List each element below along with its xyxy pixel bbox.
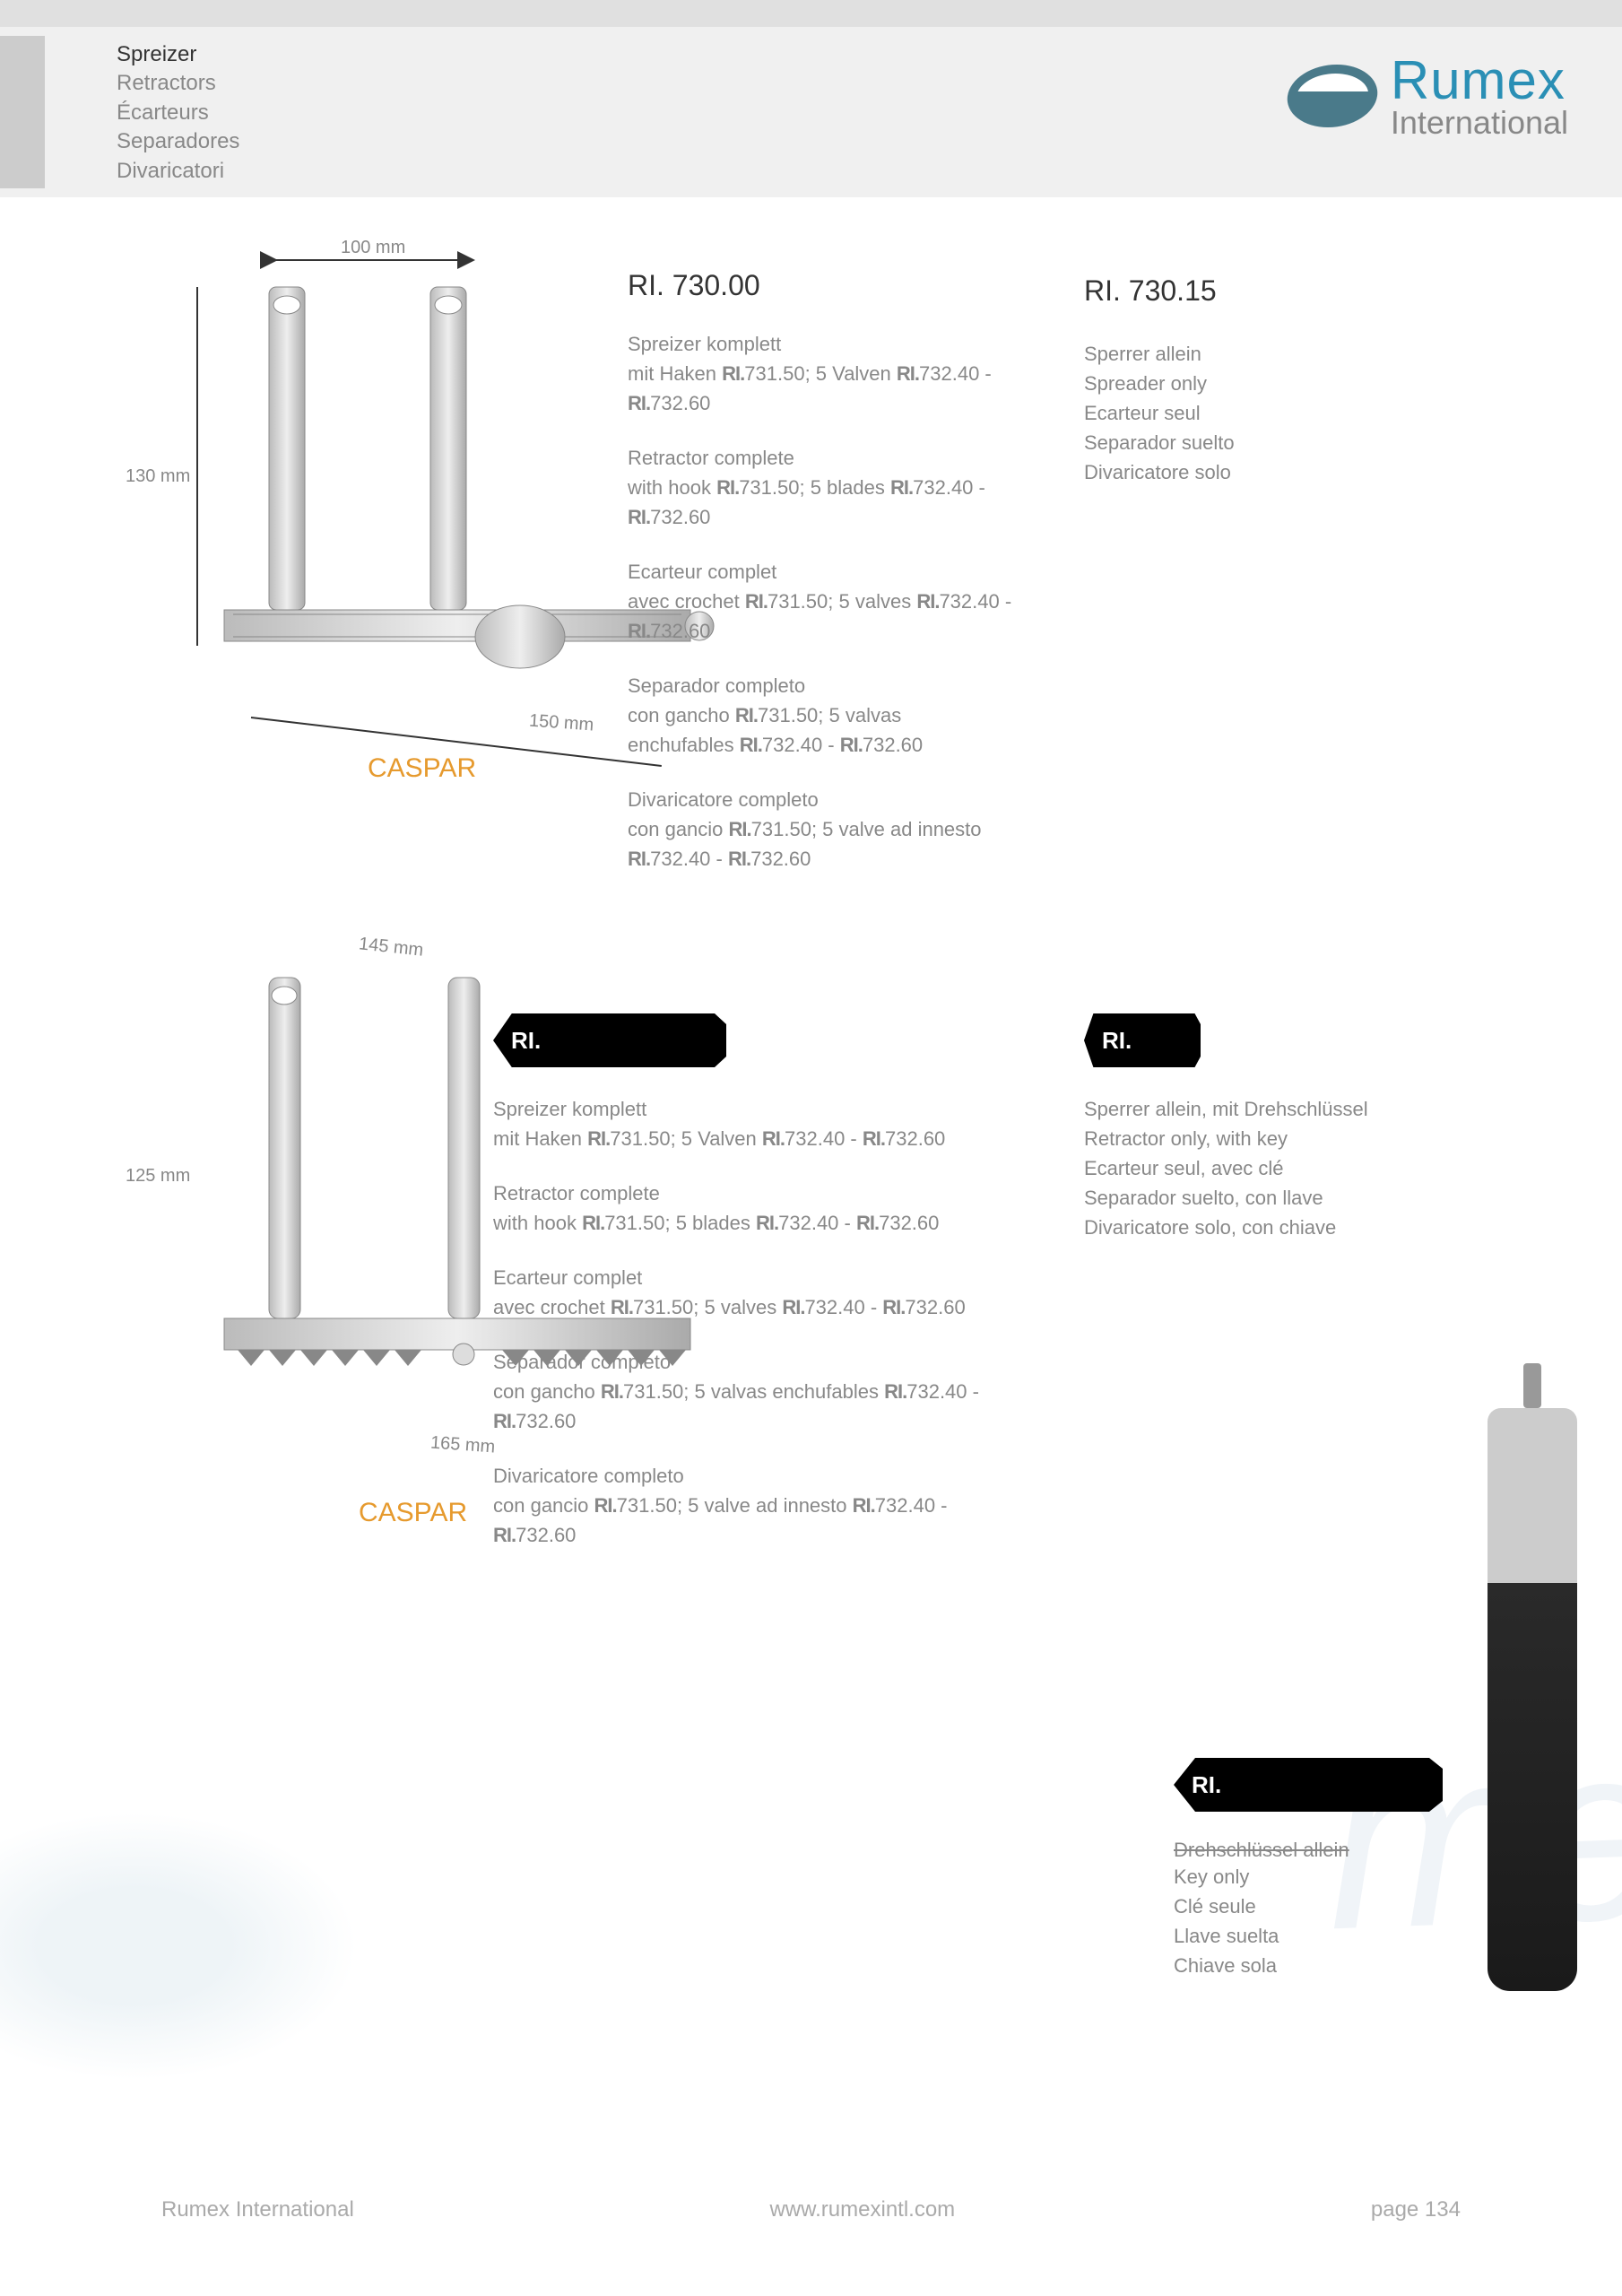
dim-top-1: 100 mm [341, 238, 405, 258]
right-line: Divaricatore solo [1084, 457, 1532, 487]
right-line-2: Separador suelto, con llave [1084, 1183, 1532, 1213]
page-footer: Rumex International www.rumexintl.com pa… [0, 2170, 1622, 2249]
key-section: RI. Drehschlüssel allein Key only Clé se… [1174, 1758, 1443, 1980]
desc-es-2: Separador completo con gancho RI.731.50;… [493, 1347, 1012, 1436]
screwdriver-image [1488, 1408, 1577, 1991]
logo-sub-text: International [1391, 104, 1568, 142]
dim-left-1: 130 mm [126, 466, 190, 487]
key-line: Llave suelta [1174, 1921, 1443, 1951]
right-line: Sperrer allein [1084, 339, 1532, 369]
logo-icon [1283, 65, 1382, 127]
category-item: Divaricatori [117, 157, 239, 186]
product-1: 100 mm 130 mm 150 mm CASPAR RI. 730.00 S… [90, 269, 1532, 852]
logo-main-text: Rumex [1391, 49, 1568, 111]
right-line-2: Retractor only, with key [1084, 1124, 1532, 1153]
desc-fr: Ecarteur complet avec crochet RI.731.50;… [628, 557, 1012, 646]
product-1-right: RI. 730.15 Sperrer allein Spreader only … [1084, 269, 1532, 899]
right-line-2: Sperrer allein, mit Drehschlüssel [1084, 1094, 1532, 1124]
right-line: Ecarteur seul [1084, 398, 1532, 428]
category-item: Écarteurs [117, 99, 239, 127]
dim-bottom-1: 150 mm [528, 711, 594, 736]
page-content: me [0, 197, 1622, 2170]
desc-es: Separador completo con gancho RI.731.50;… [628, 671, 1012, 760]
product-code-1-right: RI. 730.15 [1084, 269, 1532, 312]
product-1-descriptions: RI. 730.00 Spreizer komplett mit Haken R… [628, 269, 1012, 899]
product-2-right: RI. Sperrer allein, mit Drehschlüssel Re… [1084, 1013, 1532, 1575]
watermark-swirl [0, 1812, 359, 2081]
right-line-2: Ecarteur seul, avec clé [1084, 1153, 1532, 1183]
top-bar [0, 0, 1622, 27]
category-item: Separadores [117, 127, 239, 156]
desc-en-2: Retractor complete with hook RI.731.50; … [493, 1178, 1012, 1238]
key-strike: Drehschlüssel allein [1174, 1839, 1443, 1862]
dim-bottom-2: 165 mm [429, 1433, 496, 1458]
dim-left-2: 125 mm [126, 1166, 190, 1187]
category-item: Spreizer [117, 40, 239, 69]
desc-de: Spreizer komplett mit Haken RI.731.50; 5… [628, 329, 1012, 418]
right-line: Separador suelto [1084, 428, 1532, 457]
desc-fr-2: Ecarteur complet avec crochet RI.731.50;… [493, 1263, 1012, 1322]
category-list: Spreizer Retractors Écarteurs Separadore… [117, 36, 239, 186]
key-line: Key only [1174, 1862, 1443, 1892]
product-code-2-right-pill: RI. [1084, 1013, 1201, 1067]
desc-en: Retractor complete with hook RI.731.50; … [628, 443, 1012, 532]
category-item: Retractors [117, 69, 239, 98]
desc-it: Divaricatore completo con gancio RI.731.… [628, 785, 1012, 874]
footer-company: Rumex International [161, 2197, 354, 2222]
key-pill: RI. [1174, 1758, 1443, 1812]
key-line: Chiave sola [1174, 1951, 1443, 1980]
footer-page: page 134 [1371, 2197, 1461, 2222]
product-code-1: RI. 730.00 [628, 269, 1012, 302]
product-2-descriptions: RI. Spreizer komplett mit Haken RI.731.5… [493, 1013, 1012, 1575]
footer-url: www.rumexintl.com [769, 2197, 955, 2222]
desc-de-2: Spreizer komplett mit Haken RI.731.50; 5… [493, 1094, 1012, 1153]
caspar-label-1: CASPAR [368, 753, 476, 784]
key-line: Clé seule [1174, 1892, 1443, 1921]
product-2: 145 mm 125 mm 165 mm CASPAR RI. Spreizer… [90, 960, 1532, 1543]
right-line: Spreader only [1084, 369, 1532, 398]
right-line-2: Divaricatore solo, con chiave [1084, 1213, 1532, 1242]
company-logo: Rumex International [1288, 36, 1568, 142]
caspar-label-2: CASPAR [359, 1498, 467, 1528]
desc-it-2: Divaricatore completo con gancio RI.731.… [493, 1461, 1012, 1550]
gray-tab [0, 36, 45, 188]
product-code-2-pill: RI. [493, 1013, 726, 1067]
page-header: Spreizer Retractors Écarteurs Separadore… [0, 27, 1622, 197]
